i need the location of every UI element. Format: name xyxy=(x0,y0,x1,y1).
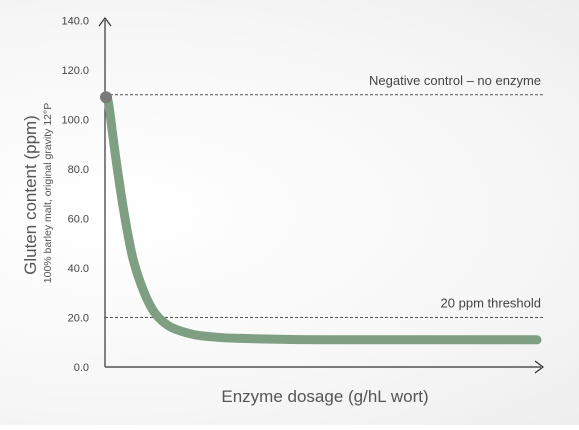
x-axis-label: Enzyme dosage (g/hL wort) xyxy=(221,387,428,406)
series-line xyxy=(102,92,542,345)
y-tick-label: 140.0 xyxy=(61,16,89,28)
y-tick-label: 100.0 xyxy=(61,115,89,127)
reference-line-label: 20 ppm threshold xyxy=(441,296,541,311)
y-tick-label: 120.0 xyxy=(61,65,89,77)
y-tick-label: 80.0 xyxy=(68,164,89,176)
y-axis-arrow xyxy=(98,17,112,27)
y-tick-label: 20.0 xyxy=(68,313,89,325)
y-axis-sublabel: 100% barley malt, original gravity 12°P xyxy=(42,103,54,283)
series-group xyxy=(100,91,542,345)
x-axis-arrow xyxy=(534,360,544,374)
start-marker xyxy=(100,91,112,104)
reference-line-label: Negative control – no enzyme xyxy=(369,73,541,88)
reference-lines: Negative control – no enzyme 20 ppm thres… xyxy=(105,73,543,318)
y-tick-labels: 0.0 20.0 40.0 60.0 80.0 100.0 120.0 140.0 xyxy=(61,16,89,375)
y-tick-label: 0.0 xyxy=(74,362,89,374)
y-tick-label: 40.0 xyxy=(68,263,89,275)
y-tick-label: 60.0 xyxy=(68,214,89,226)
y-axis-label: Gluten content (ppm) xyxy=(21,115,40,275)
axes xyxy=(98,17,544,374)
